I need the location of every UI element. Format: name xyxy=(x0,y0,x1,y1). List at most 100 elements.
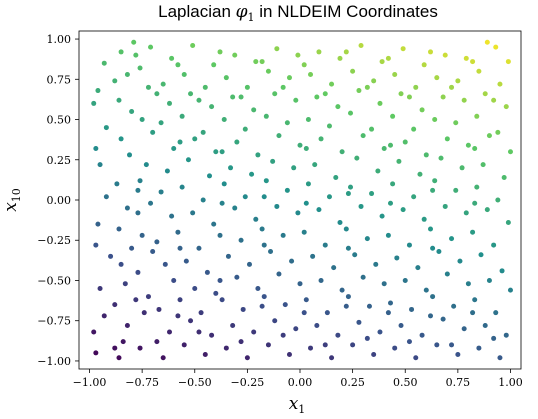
x-tick-label: 0.00 xyxy=(288,376,313,389)
scatter-point xyxy=(127,152,133,158)
x-tick-label: 0.75 xyxy=(446,376,471,389)
scatter-point xyxy=(135,269,141,275)
scatter-point xyxy=(482,91,488,97)
scatter-point xyxy=(143,162,149,168)
scatter-point xyxy=(348,110,354,116)
scatter-point xyxy=(244,84,250,90)
scatter-point xyxy=(476,68,482,74)
scatter-point xyxy=(91,329,97,335)
scatter-point xyxy=(343,226,349,232)
scatter-point xyxy=(348,184,354,190)
scatter-point xyxy=(207,173,212,179)
scatter-point xyxy=(301,229,307,235)
x-axis-ticks: −1.00 −0.75 −0.50 −0.25 0.00 0.25 0.50 0.75 1.00 xyxy=(73,369,523,389)
scatter-point xyxy=(421,216,427,222)
scatter-point xyxy=(190,210,196,216)
y-tick-label: 1.00 xyxy=(47,33,72,46)
scatter-point xyxy=(465,142,471,148)
scatter-point xyxy=(219,297,225,303)
scatter-point xyxy=(234,274,240,280)
scatter-point xyxy=(217,49,223,55)
scatter-point xyxy=(453,120,459,126)
scatter-point xyxy=(137,345,143,351)
scatter-point xyxy=(211,62,217,68)
scatter-point xyxy=(97,286,103,292)
scatter-point xyxy=(246,261,252,267)
scatter-point xyxy=(261,194,267,200)
scatter-point xyxy=(470,310,476,316)
scatter-point xyxy=(331,265,337,271)
scatter-point xyxy=(196,97,202,103)
y-axis-ticks: −1.00 −0.75 −0.50 −0.25 0.00 0.25 0.50 0.75 1.00 xyxy=(37,33,79,368)
scatter-point xyxy=(181,342,187,348)
x-tick-label: 1.00 xyxy=(498,376,523,389)
scatter-point xyxy=(175,229,181,235)
scatter-point xyxy=(158,189,164,195)
scatter-point xyxy=(358,42,364,48)
scatter-point xyxy=(392,71,398,77)
scatter-point xyxy=(103,194,109,200)
scatter-point xyxy=(253,216,259,222)
scatter-point xyxy=(392,345,398,351)
y-axis-label: x10 xyxy=(1,188,23,212)
scatter-point xyxy=(394,255,400,261)
scatter-points xyxy=(91,39,513,361)
scatter-point xyxy=(95,221,101,227)
scatter-point xyxy=(219,149,225,155)
scatter-point xyxy=(167,329,172,335)
scatter-point xyxy=(116,355,122,361)
scatter-point xyxy=(381,146,387,151)
scatter-point xyxy=(255,152,261,158)
scatter-point xyxy=(93,242,99,248)
scatter-point xyxy=(255,286,261,292)
scatter-point xyxy=(463,210,469,216)
scatter-point xyxy=(459,165,465,171)
scatter-point xyxy=(453,187,459,193)
scatter-point xyxy=(221,181,227,187)
scatter-point xyxy=(385,55,391,61)
scatter-point xyxy=(484,39,490,45)
scatter-point xyxy=(430,294,436,300)
scatter-point xyxy=(364,236,370,242)
scatter-point xyxy=(366,303,372,309)
scatter-point xyxy=(169,55,175,61)
scatter-point xyxy=(213,149,219,155)
scatter-point xyxy=(465,281,471,287)
scatter-point xyxy=(276,271,282,277)
scatter-point xyxy=(259,59,265,65)
y-tick-label: −0.75 xyxy=(37,315,71,328)
scatter-point xyxy=(377,100,383,106)
scatter-point xyxy=(103,125,109,131)
scatter-point xyxy=(495,197,501,203)
scatter-point xyxy=(259,226,265,232)
scatter-point xyxy=(190,42,196,48)
scatter-point xyxy=(280,232,286,238)
chart-title: Laplacian φ1 in NLDEIM Coordinates xyxy=(158,2,438,24)
scatter-point xyxy=(505,59,511,65)
scatter-point xyxy=(377,329,383,335)
scatter-point xyxy=(400,207,406,213)
scatter-point xyxy=(388,142,393,148)
scatter-point xyxy=(438,155,444,161)
scatter-point xyxy=(474,113,480,119)
scatter-point xyxy=(455,352,461,358)
scatter-point xyxy=(375,168,381,174)
scatter-point xyxy=(501,174,507,180)
scatter-point xyxy=(373,261,379,267)
scatter-point xyxy=(345,294,351,300)
scatter-point xyxy=(406,242,412,248)
scatter-point xyxy=(263,113,269,119)
scatter-point xyxy=(428,313,433,319)
scatter-point xyxy=(305,181,311,187)
scatter-point xyxy=(423,152,429,158)
scatter-point xyxy=(297,142,303,148)
scatter-point xyxy=(497,355,503,361)
scatter-point xyxy=(503,332,509,338)
scatter-point xyxy=(318,277,324,283)
scatter-point xyxy=(472,146,478,151)
scatter-point xyxy=(354,155,360,161)
scatter-point xyxy=(286,352,292,358)
scatter-point xyxy=(179,113,185,119)
scatter-point xyxy=(364,335,370,341)
scatter-point xyxy=(150,129,156,135)
